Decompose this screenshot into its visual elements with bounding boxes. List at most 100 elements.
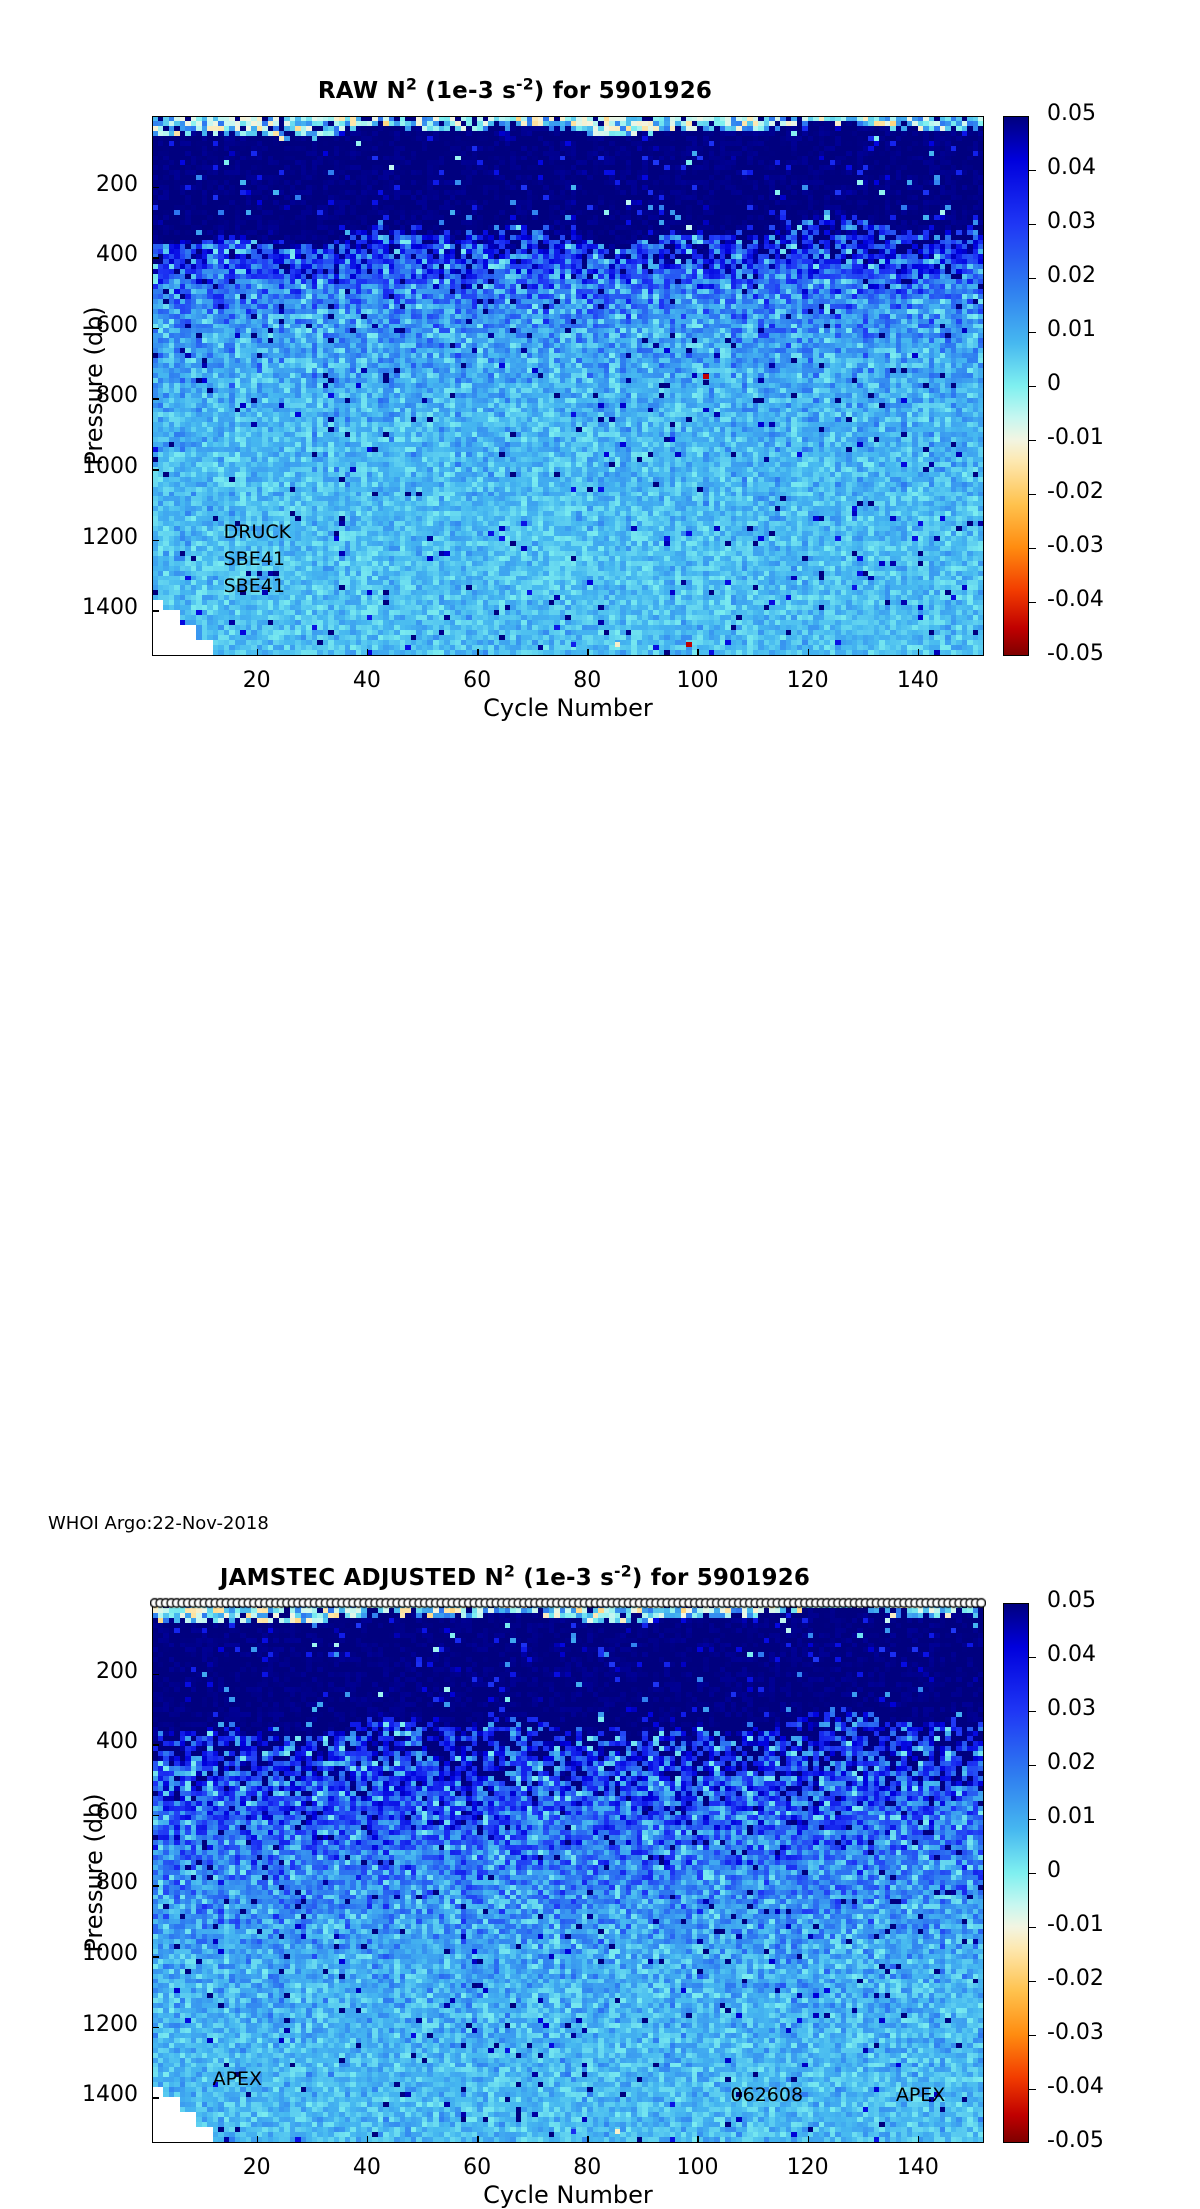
colorbar-gradient-raw bbox=[1003, 116, 1029, 656]
plot-annotation: DRUCK bbox=[223, 521, 292, 544]
x-tick-label: 40 bbox=[352, 668, 381, 693]
y-tick-label: 1200 bbox=[82, 524, 138, 550]
y-tick-label: 600 bbox=[96, 1799, 138, 1825]
colorbar-tick-label: -0.01 bbox=[1047, 425, 1104, 450]
x-tick-mark bbox=[807, 649, 810, 656]
x-tick-label: 80 bbox=[573, 2155, 602, 2180]
y-tick-label: 200 bbox=[96, 1658, 138, 1684]
plot-title-raw-text: RAW N2 (1e-3 s-2) for 5901926 bbox=[317, 74, 713, 104]
colorbar-tick-mark bbox=[1029, 386, 1036, 388]
y-tick-mark bbox=[152, 1955, 159, 1958]
y-tick-label: 400 bbox=[96, 1729, 138, 1755]
colorbar-adjusted: 0.05 0.04 0.03 0.02 0.01 0 -0.01 -0.02 -0.03 -0.0… bbox=[1003, 1588, 1104, 2153]
colorbar-tick-mark bbox=[1029, 170, 1036, 172]
x-tick-label: 100 bbox=[676, 2155, 719, 2180]
colorbar-tick-label: -0.03 bbox=[1047, 2020, 1104, 2045]
plot-annotation: APEX bbox=[212, 2068, 263, 2091]
x-tick-label: 20 bbox=[242, 2155, 271, 2180]
colorbar-tick-label: 0.04 bbox=[1047, 155, 1096, 180]
axes-raw: DRUCK SBE41 SBE41 bbox=[152, 116, 984, 656]
y-tick-mark bbox=[152, 398, 159, 400]
colorbar-tick-label: -0.01 bbox=[1047, 1912, 1104, 1937]
colorbar-tick-mark bbox=[1029, 2089, 1036, 2091]
colorbar-tick-mark bbox=[1029, 602, 1036, 604]
x-tick-label: 120 bbox=[786, 668, 829, 693]
x-tick-label: 40 bbox=[352, 2155, 381, 2180]
colorbar-tick-mark bbox=[1029, 2035, 1036, 2037]
x-tick-mark bbox=[477, 2136, 479, 2143]
colorbar-tick-label: 0.05 bbox=[1047, 1588, 1096, 1613]
x-tick-mark bbox=[366, 2136, 369, 2143]
colorbar-tick-label: -0.05 bbox=[1047, 2128, 1104, 2153]
colorbar-tick-label: 0.01 bbox=[1047, 1804, 1096, 1829]
plot-title-adjusted: JAMSTEC ADJUSTED N2 (1e-3 s-2) for 59019… bbox=[0, 1561, 1030, 1591]
x-tick-mark bbox=[697, 2136, 700, 2143]
heatmap-raw bbox=[152, 116, 984, 656]
colorbar-tick-label: 0.02 bbox=[1047, 263, 1096, 288]
colorbar-tick-mark bbox=[1029, 1981, 1036, 1983]
colorbar-tick-label: -0.02 bbox=[1047, 479, 1104, 504]
x-tick-mark bbox=[256, 2136, 259, 2143]
plot-annotation: SBE41 bbox=[223, 547, 285, 570]
colorbar-tick-mark bbox=[1029, 1927, 1036, 1929]
x-tick-mark bbox=[477, 649, 479, 656]
colorbar-tick-label: -0.02 bbox=[1047, 1966, 1104, 1991]
colorbar-tick-label: 0.04 bbox=[1047, 1642, 1096, 1667]
colorbar-tick-mark bbox=[1029, 494, 1036, 496]
colorbar-tick-mark bbox=[1029, 224, 1036, 226]
y-tick-mark bbox=[152, 539, 159, 542]
colorbar-tick-mark bbox=[1029, 440, 1036, 442]
y-tick-mark bbox=[152, 610, 159, 612]
plot-annotation: APEX bbox=[895, 2084, 946, 2107]
x-tick-mark bbox=[366, 649, 369, 656]
x-tick-label: 140 bbox=[896, 2155, 939, 2180]
x-axis-label-adjusted: Cycle Number bbox=[483, 2181, 653, 2209]
x-tick-mark bbox=[917, 649, 920, 656]
y-tick-mark bbox=[152, 1673, 159, 1676]
y-tick-mark bbox=[152, 2097, 159, 2099]
x-tick-label: 140 bbox=[896, 668, 939, 693]
colorbar-tick-label: -0.04 bbox=[1047, 2074, 1104, 2099]
colorbar-tick-mark bbox=[1029, 1873, 1036, 1875]
colorbar-tick-mark bbox=[1029, 1657, 1036, 1659]
y-tick-label: 1000 bbox=[82, 1940, 138, 1966]
x-tick-mark bbox=[587, 649, 589, 656]
x-tick-label: 80 bbox=[573, 668, 602, 693]
y-tick-mark bbox=[152, 327, 159, 330]
y-tick-mark bbox=[152, 1814, 159, 1817]
y-tick-mark bbox=[152, 1885, 159, 1887]
colorbar-tick-mark bbox=[1029, 1711, 1036, 1713]
axes-adjusted: APEX 062608 APEX bbox=[150, 1594, 986, 2143]
y-tick-label: 1200 bbox=[82, 2011, 138, 2037]
x-tick-mark bbox=[587, 2136, 589, 2143]
plot-title-raw: RAW N2 (1e-3 s-2) for 5901926 bbox=[0, 74, 1030, 104]
heatmap-adjusted bbox=[152, 1603, 984, 2143]
figure-adjusted: JAMSTEC ADJUSTED N2 (1e-3 s-2) for 59019… bbox=[0, 745, 1200, 2209]
colorbar-tick-mark bbox=[1029, 332, 1036, 334]
x-tick-mark bbox=[807, 2136, 810, 2143]
colorbar-raw: 0.05 0.04 0.03 0.02 0.01 0 -0.01 -0.02 -0.03 -0.0… bbox=[1003, 101, 1104, 666]
y-tick-mark bbox=[152, 468, 159, 471]
plot-title-adjusted-text: JAMSTEC ADJUSTED N2 (1e-3 s-2) for 59019… bbox=[219, 1561, 811, 1591]
y-tick-label: 800 bbox=[96, 1870, 138, 1896]
x-tick-label: 120 bbox=[786, 2155, 829, 2180]
colorbar-tick-label: 0.02 bbox=[1047, 1750, 1096, 1775]
y-tick-label: 600 bbox=[96, 312, 138, 338]
y-tick-label: 1400 bbox=[82, 595, 138, 621]
colorbar-gradient-adjusted bbox=[1003, 1603, 1029, 2143]
colorbar-tick-label: 0.01 bbox=[1047, 317, 1096, 342]
colorbar-tick-label: 0.03 bbox=[1047, 209, 1096, 234]
y-tick-label: 1400 bbox=[82, 2082, 138, 2108]
colorbar-tick-label: 0 bbox=[1047, 371, 1061, 396]
colorbar-tick-label: -0.03 bbox=[1047, 533, 1104, 558]
y-tick-mark bbox=[152, 1744, 159, 1746]
colorbar-tick-mark bbox=[1029, 1819, 1036, 1821]
colorbar-tick-label: -0.04 bbox=[1047, 587, 1104, 612]
colorbar-tick-label: 0.03 bbox=[1047, 1696, 1096, 1721]
colorbar-tick-mark bbox=[1029, 1765, 1036, 1767]
y-tick-label: 200 bbox=[96, 171, 138, 197]
x-tick-label: 20 bbox=[242, 668, 271, 693]
x-tick-mark bbox=[917, 2136, 920, 2143]
x-tick-label: 60 bbox=[463, 668, 492, 693]
x-axis-label-raw: Cycle Number bbox=[483, 694, 653, 722]
